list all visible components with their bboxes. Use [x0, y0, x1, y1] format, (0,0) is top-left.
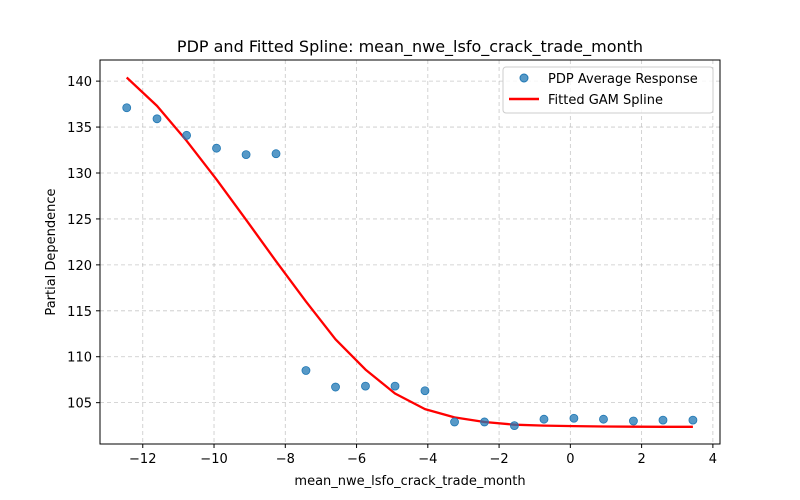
y-tick-label: 105 [67, 397, 92, 412]
legend-label-pdp: PDP Average Response [548, 72, 698, 87]
y-axis-label: Partial Dependence [44, 188, 59, 315]
scatter-point [331, 382, 340, 392]
scatter-point [271, 149, 281, 159]
x-tick-label: −2 [489, 452, 508, 467]
x-tick-label: −8 [276, 452, 295, 467]
scatter-point [212, 143, 221, 153]
x-axis-label: mean_nwe_lsfo_crack_trade_month [294, 474, 525, 489]
y-tick-label: 110 [67, 351, 92, 366]
x-tick-label: −6 [347, 452, 366, 467]
grid [100, 60, 720, 444]
x-tick-label: −10 [200, 452, 227, 467]
scatter-point [629, 416, 638, 426]
y-tick-label: 140 [67, 75, 92, 90]
scatter-point [301, 366, 311, 375]
x-tick-label: 4 [709, 452, 717, 467]
scatter-point [450, 417, 459, 427]
x-tick-label: 2 [637, 452, 645, 467]
y-tick-label: 120 [67, 259, 92, 274]
y-tick-label: 135 [67, 121, 92, 136]
scatter-point [361, 381, 370, 391]
x-tick-label: −12 [129, 452, 156, 467]
legend-box [502, 66, 714, 114]
spline-line [125, 76, 693, 428]
scatter-point [182, 130, 191, 140]
legend-label-spline: Fitted GAM Spline [548, 93, 663, 108]
scatter-point [569, 413, 579, 423]
scatter-point [241, 150, 251, 160]
plot-frame [99, 59, 721, 445]
y-tick-label: 125 [67, 213, 92, 228]
x-tick-label: −4 [418, 452, 437, 467]
scatter-point [122, 103, 132, 113]
scatter-point [390, 381, 400, 391]
x-tick-label: 0 [566, 452, 574, 467]
scatter-point [420, 386, 430, 396]
y-tick-label: 115 [67, 305, 92, 320]
scatter-point [539, 414, 549, 424]
scatter-point [658, 415, 668, 425]
chart-title: PDP and Fitted Spline: mean_nwe_lsfo_cra… [177, 37, 643, 57]
scatter-point [688, 415, 698, 425]
scatter-point [510, 421, 519, 431]
axis-ticks: −12 −10 −8 −6 −4 −2 0 2 4 105 110 115 120 125 130 135 14… [67, 75, 717, 467]
y-tick-label: 130 [67, 167, 92, 182]
scatter-point [599, 414, 608, 424]
legend: PDP Average Response Fitted GAM Spline [502, 66, 714, 114]
scatter-point [480, 417, 489, 427]
scatter-point [152, 114, 162, 124]
legend-marker-pdp [519, 73, 529, 83]
series-layer [122, 76, 698, 431]
